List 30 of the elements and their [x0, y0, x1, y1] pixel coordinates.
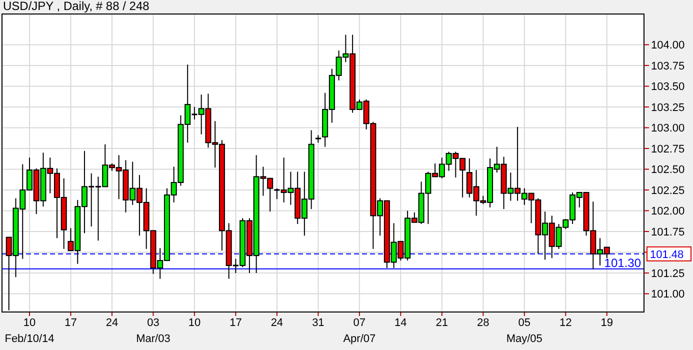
- y-tick-label: 103.00: [651, 122, 685, 135]
- x-tick-label: 10 Feb/10/14: [4, 317, 54, 345]
- y-tick-label: 102.75: [651, 143, 685, 156]
- y-tick-label: 103.75: [651, 60, 685, 72]
- y-tick-label: 101.25: [651, 268, 685, 280]
- x-tick-label: 17: [64, 317, 77, 329]
- x-tick-label: 12: [560, 317, 572, 329]
- x-tick-label: 21: [436, 317, 448, 329]
- x-tick-label: 24: [106, 317, 118, 329]
- y-tick-label: 101.00: [651, 288, 685, 301]
- x-tick-label: 05 May/05: [506, 317, 542, 345]
- ref-line-label: 101.30: [604, 256, 642, 270]
- x-tick-label: 07 Apr/07: [343, 317, 376, 345]
- x-tick-label: 10: [188, 317, 201, 329]
- ref-line-label: 101.48: [650, 248, 684, 261]
- y-tick-label: 101.75: [651, 226, 685, 238]
- x-tick-label: 24: [270, 317, 284, 329]
- x-tick-label: 28: [477, 317, 490, 329]
- y-tick-label: 102.25: [651, 184, 685, 197]
- y-tick-label: 103.25: [651, 102, 685, 114]
- y-tick-label: 104.00: [651, 40, 685, 52]
- y-tick-label: 103.50: [651, 81, 685, 94]
- x-tick-label: 17: [230, 317, 242, 329]
- x-tick-label: 14: [394, 317, 407, 329]
- x-tick-label: 19: [600, 317, 614, 329]
- y-tick-label: 102.00: [651, 206, 685, 218]
- chart-title: USD/JPY , Daily, # 88 / 248: [3, 0, 150, 13]
- x-tick-label: 03 Mar/03: [136, 317, 170, 345]
- y-tick-label: 102.50: [651, 164, 685, 176]
- x-tick-label: 31: [312, 317, 324, 329]
